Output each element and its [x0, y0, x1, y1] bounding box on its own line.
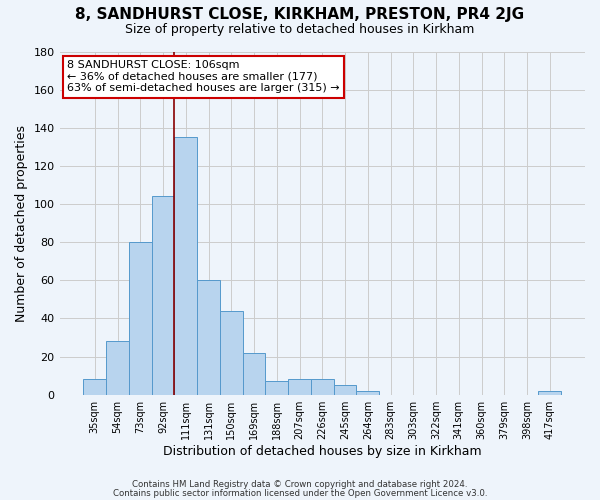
Bar	[242, 353, 265, 395]
Y-axis label: Number of detached properties: Number of detached properties	[15, 124, 28, 322]
Text: Contains public sector information licensed under the Open Government Licence v3: Contains public sector information licen…	[113, 488, 487, 498]
Text: 8, SANDHURST CLOSE, KIRKHAM, PRESTON, PR4 2JG: 8, SANDHURST CLOSE, KIRKHAM, PRESTON, PR…	[76, 8, 524, 22]
Bar	[220, 311, 242, 394]
Bar	[129, 242, 152, 394]
Text: Contains HM Land Registry data © Crown copyright and database right 2024.: Contains HM Land Registry data © Crown c…	[132, 480, 468, 489]
Bar	[356, 391, 379, 394]
Bar	[152, 196, 175, 394]
Text: 8 SANDHURST CLOSE: 106sqm
← 36% of detached houses are smaller (177)
63% of semi: 8 SANDHURST CLOSE: 106sqm ← 36% of detac…	[67, 60, 340, 94]
Bar	[288, 380, 311, 394]
Bar	[197, 280, 220, 394]
X-axis label: Distribution of detached houses by size in Kirkham: Distribution of detached houses by size …	[163, 444, 482, 458]
Bar	[311, 380, 334, 394]
Bar	[334, 385, 356, 394]
Text: Size of property relative to detached houses in Kirkham: Size of property relative to detached ho…	[125, 22, 475, 36]
Bar	[538, 391, 561, 394]
Bar	[175, 138, 197, 394]
Bar	[83, 380, 106, 394]
Bar	[265, 382, 288, 394]
Bar	[106, 342, 129, 394]
